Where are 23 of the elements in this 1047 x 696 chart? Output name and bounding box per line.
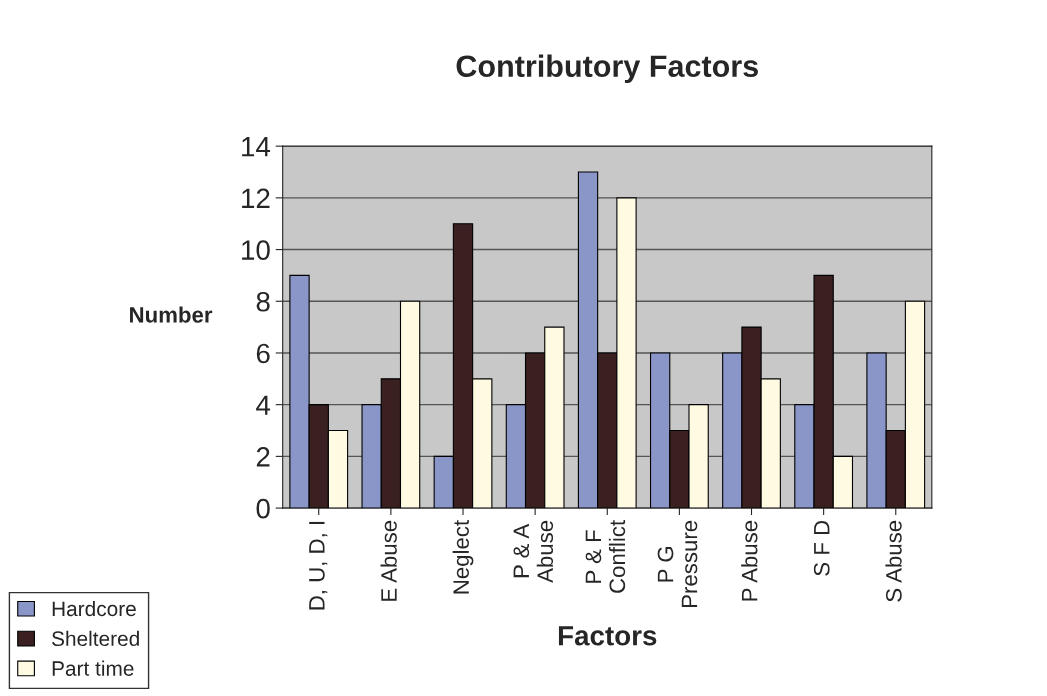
chart-title: Contributory Factors — [456, 54, 758, 84]
x-axis-title: Factors — [558, 626, 657, 646]
x-tick-label: D, U, D, I — [309, 521, 328, 610]
x-tick-label: E Abuse — [380, 520, 397, 601]
legend-label: Part time — [52, 660, 134, 676]
y-axis-title: Number — [130, 306, 213, 323]
y-tick-label: 4 — [256, 395, 271, 415]
x-tick-label: S F D — [813, 520, 830, 576]
y-tick-label: 6 — [256, 343, 270, 364]
x-tick-label: P & A Abuse — [513, 520, 554, 583]
x-tick-label: P G Pressure — [657, 520, 698, 607]
legend-label: Sheltered — [52, 630, 139, 647]
y-tick-label: 10 — [242, 240, 270, 260]
x-tick-label: P & F Conflict — [585, 520, 626, 593]
x-tick-label: Neglect — [452, 520, 474, 594]
y-tick-label: 0 — [256, 498, 270, 519]
x-tick-label: S Abuse — [885, 520, 902, 602]
y-tick-label: 2 — [256, 447, 270, 467]
x-tick-label: P Abuse — [741, 520, 758, 601]
y-tick-label: 14 — [242, 137, 271, 157]
legend-label: Hardcore — [52, 600, 136, 617]
y-tick-label: 8 — [256, 291, 270, 312]
y-tick-label: 12 — [242, 188, 270, 208]
